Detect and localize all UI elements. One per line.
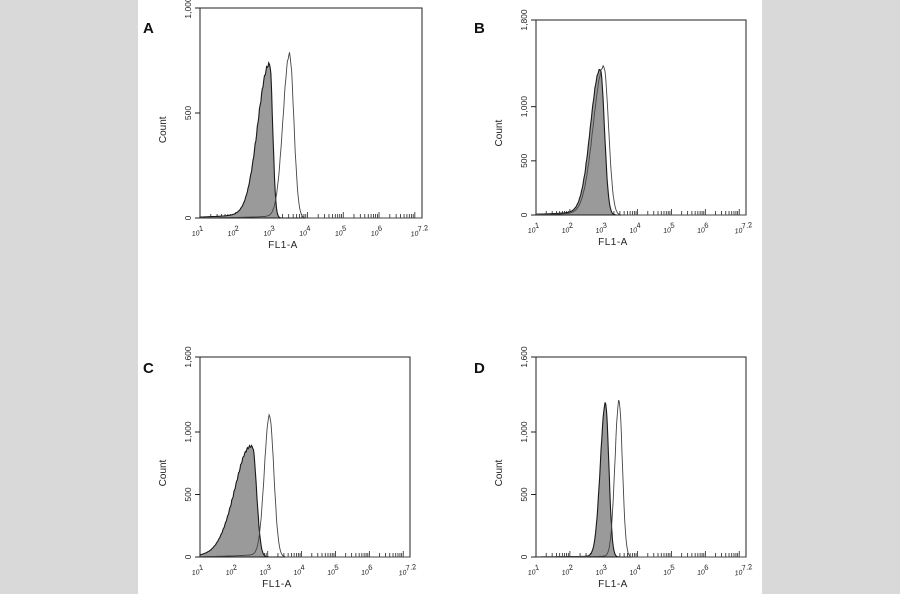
panel-letter: B	[474, 20, 485, 37]
x-tick-label: 103	[262, 224, 276, 239]
panel-letter: D	[474, 360, 485, 377]
x-tick-label: 107.2	[409, 223, 429, 238]
x-tick-label: 104	[628, 563, 642, 578]
y-tick-label: 1,600	[519, 346, 529, 368]
y-tick-label: 500	[183, 106, 193, 120]
y-tick-label: 500	[183, 487, 193, 501]
x-tick-label: 103	[594, 563, 608, 578]
panel-letter: C	[143, 360, 154, 377]
y-tick-label: 1,800	[519, 9, 529, 31]
x-tick-label: 103	[594, 221, 608, 236]
histogram-outline-series	[536, 64, 746, 216]
y-axis-label: Count	[158, 116, 169, 143]
y-tick-label: 500	[519, 487, 529, 501]
histogram-outline-series	[200, 413, 410, 558]
x-tick-label: 105	[662, 221, 676, 236]
x-tick-label: 107.2	[397, 562, 417, 577]
y-tick-label: 1,000	[519, 96, 529, 118]
x-tick-label: 105	[326, 563, 340, 578]
y-tick-label: 0	[183, 215, 193, 220]
y-tick-label: 1,000	[183, 0, 193, 19]
x-tick-label: 103	[258, 563, 272, 578]
x-tick-label: 101	[191, 563, 205, 578]
x-axis-label: FL1-A	[598, 237, 628, 248]
histogram-outline-series	[200, 52, 422, 219]
y-tick-label: 1,600	[183, 346, 193, 368]
x-tick-label: 102	[560, 563, 574, 578]
x-tick-label: 105	[334, 224, 348, 239]
x-tick-label: 106	[370, 224, 384, 239]
x-tick-label: 106	[696, 563, 710, 578]
x-tick-label: 105	[662, 563, 676, 578]
histogram-panel-d: D 0 500 1,000 1,600 101 102 103 104 105 106 107.2 F…	[474, 297, 784, 594]
panel-letter: A	[143, 20, 154, 37]
x-tick-label: 101	[191, 224, 205, 239]
y-axis-label: Count	[494, 459, 505, 486]
y-tick-label: 0	[519, 554, 529, 559]
x-tick-label: 104	[628, 221, 642, 236]
x-tick-label: 106	[360, 563, 374, 578]
histogram-chart-d: 0 500 1,000 1,600 101 102 103 104 105 106 107.2 FL1…	[494, 346, 753, 590]
plot-frame	[199, 7, 423, 219]
y-axis-label: Count	[494, 120, 505, 147]
x-tick-label: 106	[696, 221, 710, 236]
y-tick-label: 0	[519, 212, 529, 217]
x-axis-label: FL1-A	[268, 240, 298, 251]
histogram-outline-series	[536, 399, 746, 558]
y-axis-label: Count	[158, 459, 169, 486]
x-tick-label: 102	[226, 224, 240, 239]
x-tick-label: 102	[560, 221, 574, 236]
histogram-chart-b: 0 500 1,000 1,800 101 102 103 104 105 106 107.2 FL1…	[494, 9, 753, 248]
x-tick-label: 107.2	[733, 220, 753, 235]
histogram-panel-c: C 0 500 1,000 1,600 101 102 103 104 105 106 107.2 F…	[138, 297, 448, 594]
histogram-chart-c: 0 500 1,000 1,600 101 102 103 104 105 106 107.2 FL1…	[158, 346, 417, 590]
plot-frame	[535, 19, 747, 216]
histogram-panel-b: B 0 500 1,000 1,800 101 102 103 104 105 106 107.2 F…	[474, 0, 784, 297]
x-tick-label: 104	[298, 224, 312, 239]
histogram-chart-a: 0 500 1,000 101 102 103 104 105 106 107.2 FL1-A Cou…	[158, 0, 429, 251]
y-tick-label: 0	[183, 554, 193, 559]
x-tick-label: 102	[224, 563, 238, 578]
x-tick-label: 104	[292, 563, 306, 578]
histogram-panel-a: A 0 500 1,000 101 102 103 104 105 106 107.2 FL1-A C…	[138, 0, 448, 297]
x-tick-label: 101	[527, 563, 541, 578]
figure-panel: A 0 500 1,000 101 102 103 104 105 106 107.2 FL1-A C…	[138, 0, 762, 594]
y-tick-label: 500	[519, 153, 529, 167]
y-tick-label: 1,000	[183, 421, 193, 443]
x-tick-label: 101	[527, 221, 541, 236]
y-tick-label: 1,000	[519, 421, 529, 443]
x-axis-label: FL1-A	[262, 579, 292, 590]
x-axis-label: FL1-A	[598, 579, 628, 590]
x-tick-label: 107.2	[733, 562, 753, 577]
plot-frame	[535, 356, 747, 558]
